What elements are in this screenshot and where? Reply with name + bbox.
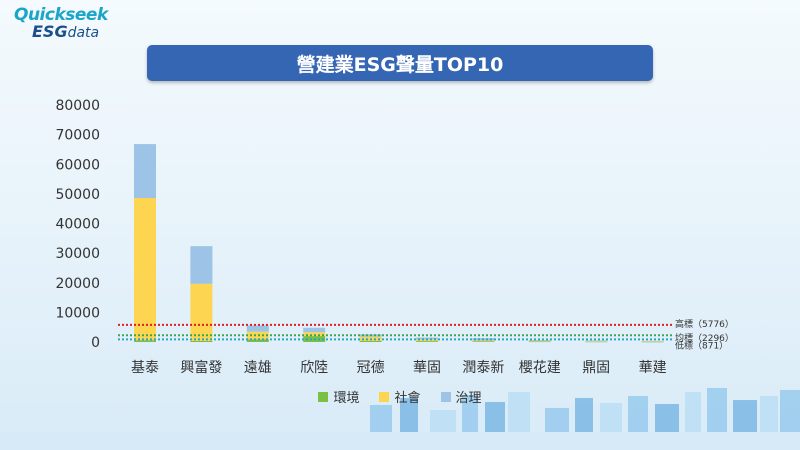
x-tick-label: 遠雄 — [244, 360, 272, 376]
bar-segment — [134, 198, 156, 341]
bar-segment — [528, 341, 551, 343]
bar-segment — [359, 340, 382, 342]
bar-segment — [303, 332, 326, 337]
bar-segment — [528, 340, 551, 342]
city-skyline-decoration — [0, 388, 800, 450]
skyline-building — [760, 396, 778, 435]
legend-item-social: 社會 — [379, 387, 421, 406]
bars-group — [134, 144, 664, 343]
bar-segment — [303, 327, 326, 333]
bar-segment — [585, 341, 608, 342]
skyline-building — [485, 402, 505, 435]
bar-segment — [134, 144, 156, 199]
skyline-building — [462, 395, 478, 435]
bar-segment — [246, 331, 269, 340]
bar-segment — [472, 340, 495, 342]
chart-title: 營建業ESG聲量TOP10 — [147, 45, 653, 81]
skyline-building — [370, 405, 392, 435]
bar-segment — [528, 340, 551, 341]
x-tick-label: 興富發 — [180, 359, 222, 376]
legend-label-governance: 治理 — [455, 391, 482, 406]
skyline-building — [508, 392, 530, 435]
reference-line-label: 低標（871） — [675, 339, 728, 351]
logo-esgdata-text: ESGdata — [32, 22, 114, 42]
legend-label-environment: 環境 — [333, 391, 360, 406]
reference-lines: 高標（5776） 均標（2296）低標（871） — [118, 318, 734, 351]
y-tick-label: 10000 — [55, 305, 100, 321]
y-tick-label: 0 — [91, 335, 100, 351]
legend-swatch-social — [379, 391, 390, 402]
skyline-building — [545, 408, 569, 435]
bar-segment — [472, 341, 495, 342]
skyline-building — [780, 390, 800, 435]
x-tick-label: 潤泰新 — [462, 360, 504, 376]
y-axis: 0 10000 20000 30000 40000 50000 60000 70000 8000… — [55, 98, 100, 351]
legend: 環境 社會 治理 — [0, 387, 800, 406]
y-tick-label: 70000 — [55, 128, 100, 144]
skyline-building — [685, 392, 701, 435]
x-tick-label: 華固 — [413, 360, 441, 376]
skyline-building — [655, 404, 679, 435]
y-tick-label: 60000 — [55, 157, 100, 173]
bar-segment — [641, 341, 664, 343]
y-tick-label: 20000 — [55, 276, 100, 292]
bar-segment — [416, 341, 438, 342]
skyline-building — [575, 398, 593, 435]
bar-segment — [246, 325, 269, 332]
y-tick-label: 30000 — [55, 246, 100, 262]
logo-data-text: data — [67, 25, 100, 41]
x-tick-label: 櫻花建 — [519, 359, 561, 376]
x-tick-label: 冠德 — [357, 360, 385, 376]
legend-swatch-governance — [440, 391, 451, 402]
bar-segment — [641, 341, 664, 342]
bar-segment — [190, 283, 213, 341]
quickseek-logo: Quickseek ESGdata — [14, 6, 114, 41]
y-tick-label: 80000 — [55, 98, 100, 114]
bar-segment — [134, 340, 156, 342]
bar-segment — [585, 340, 608, 342]
x-tick-label: 華建 — [639, 360, 667, 376]
ground-strip — [0, 432, 800, 450]
x-tick-label: 欣陸 — [300, 360, 328, 376]
skyline-building — [600, 403, 622, 435]
x-tick-label: 鼎固 — [582, 360, 610, 376]
bar-segment — [246, 339, 269, 342]
skyline-building — [733, 400, 757, 435]
legend-swatch-environment — [318, 391, 329, 402]
bar-segment — [190, 246, 213, 284]
skyline-building — [628, 396, 648, 435]
x-axis: 基泰 興富發 遠雄 欣陸 冠德 華固 潤泰新 櫻花建 鼎固 華建 — [131, 359, 667, 376]
y-tick-label: 40000 — [55, 217, 100, 233]
logo-esg-text: ESG — [32, 22, 68, 41]
reference-line-label: 高標（5776） — [675, 318, 734, 330]
legend-label-social: 社會 — [394, 391, 421, 406]
skyline-building — [430, 410, 456, 435]
bar-segment — [190, 340, 213, 342]
legend-item-governance: 治理 — [440, 387, 482, 406]
bar-segment — [641, 340, 664, 342]
legend-item-environment: 環境 — [318, 387, 359, 406]
skyline-building — [707, 388, 727, 435]
bar-segment — [585, 341, 608, 343]
reference-line-label: 均標（2296） — [675, 332, 734, 344]
x-tick-label: 基泰 — [131, 359, 159, 376]
logo-quickseek-text: Quickseek — [14, 5, 108, 25]
y-tick-label: 50000 — [55, 187, 100, 203]
skyline-building — [400, 398, 418, 435]
